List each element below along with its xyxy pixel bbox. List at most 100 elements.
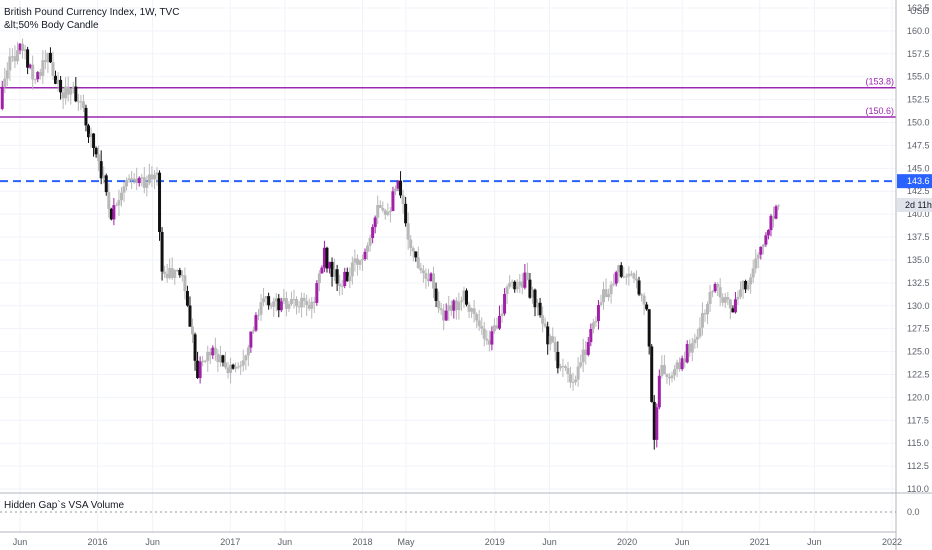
candle-body [634, 278, 638, 281]
price-axis[interactable]: 162.5 160.0 157.5 155.0 152.5 150.0 147.5 145.0… [895, 0, 932, 550]
time-tick-label: Jun [145, 537, 160, 547]
time-tick-label: 2021 [750, 537, 770, 547]
candle-body [135, 178, 139, 184]
candle-body [492, 325, 496, 332]
candle-body [706, 304, 710, 315]
time-tick-label: Jun [807, 537, 822, 547]
price-tick-label: 157.5 [907, 49, 930, 59]
candle-body [761, 244, 765, 247]
candle-body [234, 366, 238, 369]
candle-body [680, 358, 684, 370]
candle-body [503, 293, 507, 314]
candle-body [675, 362, 679, 370]
candle-body [213, 347, 217, 354]
indicator-value-label: 0.0 [907, 507, 920, 517]
candle-body [335, 269, 339, 284]
candle-body [454, 300, 458, 311]
candle-body [13, 56, 17, 62]
candle-body [411, 248, 415, 252]
candle-body [698, 327, 702, 337]
candle-body [330, 261, 334, 277]
candle-body [122, 186, 126, 193]
time-axis[interactable]: Jun 2016 Jun 2017 Jun 2018 May 2019 Jun 2020 Jun 20… [0, 531, 902, 547]
candle-body [360, 259, 364, 261]
candle-body [246, 347, 250, 356]
price-tick-label: 112.5 [907, 461, 929, 471]
candle-body [766, 230, 770, 236]
candle-body [442, 310, 446, 321]
candle-body [401, 195, 405, 204]
candle-body [241, 360, 245, 366]
candle-body [292, 298, 296, 300]
candle-body [185, 291, 189, 306]
candle-body [264, 296, 268, 299]
candle-body [119, 192, 123, 201]
candle-body [305, 300, 309, 305]
price-tick-label: 117.5 [907, 415, 929, 425]
price-tick-label: 145.0 [907, 163, 930, 173]
indicator-title: Hidden Gap`s VSA Volume [4, 499, 125, 511]
candle-body [218, 355, 222, 363]
candle-body [612, 283, 616, 285]
candle-body [145, 183, 149, 188]
candle-body [371, 227, 375, 239]
candle-body [31, 64, 35, 80]
candle-body [203, 360, 207, 362]
candle-body [465, 290, 469, 305]
candle-body [609, 284, 613, 295]
candle-body [759, 246, 763, 255]
candle-body [282, 298, 286, 302]
candle-body [368, 238, 372, 246]
candle-body [604, 289, 608, 298]
candle-body [728, 299, 732, 309]
candle-body [254, 315, 258, 331]
candle-body [713, 284, 717, 292]
candle-body [556, 351, 560, 369]
price-tick-label: 115.0 [907, 438, 929, 448]
candle-body [79, 101, 83, 103]
chart-title: British Pound Currency Index, 1W, TVC [4, 7, 179, 18]
candle-body [158, 172, 162, 232]
candle-body [61, 92, 65, 99]
candle-body [26, 49, 30, 68]
candle-body [109, 208, 113, 220]
candle-body [467, 304, 471, 312]
candle-body [444, 310, 448, 321]
candle-body [267, 296, 271, 306]
candle-body [193, 334, 197, 361]
candle-body [3, 78, 7, 87]
candle-body [378, 204, 382, 208]
time-tick-label: Jun [278, 537, 293, 547]
candle-body [94, 147, 98, 155]
candle-body [660, 365, 664, 376]
candle-body [665, 373, 669, 377]
price-tick-label: 127.5 [907, 324, 930, 334]
candle-body [170, 268, 174, 278]
candle-body [256, 314, 260, 316]
candle-body [320, 267, 324, 274]
candle-body [302, 297, 306, 301]
candle-body [718, 287, 722, 298]
candle-body [279, 301, 283, 311]
candle-body [125, 180, 129, 187]
candle-body [43, 60, 47, 63]
price-tick-label: 125.0 [907, 347, 930, 357]
candle-body [269, 305, 273, 307]
candle-body [56, 79, 60, 84]
candle-body [774, 206, 778, 219]
candle-body [399, 180, 403, 196]
candle-body [404, 203, 408, 224]
price-tick-label: 110.0 [907, 484, 929, 494]
candle-body [558, 366, 562, 369]
candle-body [69, 89, 73, 95]
candle-body [688, 343, 692, 353]
candle-body [46, 52, 50, 63]
candle-body [546, 326, 550, 345]
candle-body [749, 277, 753, 285]
candle-body [251, 330, 255, 332]
candle-body [21, 43, 25, 51]
candle-body [89, 133, 93, 138]
candle-body [175, 270, 179, 272]
candle-body [8, 56, 12, 71]
